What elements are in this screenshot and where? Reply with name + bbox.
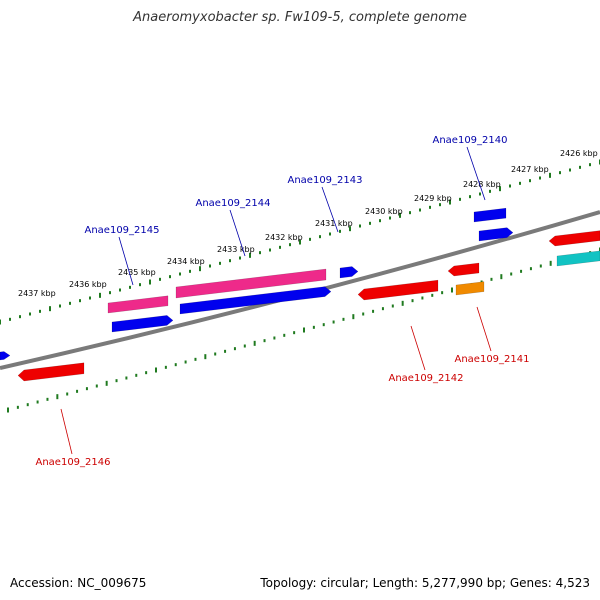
scale-label: 2435 kbp xyxy=(118,268,156,277)
label-leader-line xyxy=(476,306,492,352)
label-leader-line xyxy=(60,408,73,455)
gene-label-forward: Anae109_2140 xyxy=(433,135,508,146)
genome-summary: Topology: circular; Length: 5,277,990 bp… xyxy=(260,576,590,590)
accession-text: Accession: NC_009675 xyxy=(10,576,147,590)
rna-feature xyxy=(107,295,169,314)
scale-label: 2433 kbp xyxy=(217,245,255,254)
scale-label: 2436 kbp xyxy=(69,280,107,289)
scale-label: 2431 kbp xyxy=(315,219,353,228)
gene-label-forward: Anae109_2145 xyxy=(85,225,160,236)
scale-label: 2434 kbp xyxy=(167,257,205,266)
scale-label: 2429 kbp xyxy=(414,194,452,203)
label-leader-line xyxy=(321,186,339,233)
label-leader-line xyxy=(229,209,246,257)
scale-label: 2432 kbp xyxy=(265,233,303,242)
gene-label-forward: Anae109_2144 xyxy=(196,198,271,209)
cds-forward-feature xyxy=(478,227,514,242)
gene-label-reverse: Anae109_2141 xyxy=(455,354,530,365)
gene-label-reverse: Anae109_2146 xyxy=(36,457,111,468)
scale-label: 2428 kbp xyxy=(463,180,501,189)
cds-reverse-feature xyxy=(357,279,439,301)
label-leader-line xyxy=(466,146,486,201)
scale-track-upper xyxy=(0,159,600,325)
misc-feature xyxy=(556,250,600,267)
label-leader-line xyxy=(118,236,134,286)
cds-reverse-feature xyxy=(548,230,600,247)
scale-label: 2426 kbp xyxy=(560,149,598,158)
scale-label: 2427 kbp xyxy=(511,165,549,174)
other-feature xyxy=(455,281,485,296)
rna-feature xyxy=(175,268,327,299)
cds-forward-feature xyxy=(473,207,507,223)
gene-label-reverse: Anae109_2142 xyxy=(389,373,464,384)
cds-forward-feature xyxy=(111,315,174,333)
scale-label: 2430 kbp xyxy=(365,207,403,216)
scale-label: 2437 kbp xyxy=(18,289,56,298)
cds-forward-feature xyxy=(0,351,11,361)
label-leader-line xyxy=(410,325,426,371)
cds-reverse-feature xyxy=(17,362,85,382)
map-title: Anaeromyxobacter sp. Fw109-5, complete g… xyxy=(133,10,467,25)
cds-forward-feature xyxy=(339,266,359,279)
cds-forward-feature xyxy=(179,286,332,315)
cds-reverse-feature xyxy=(447,262,480,277)
gene-label-forward: Anae109_2143 xyxy=(288,175,363,186)
